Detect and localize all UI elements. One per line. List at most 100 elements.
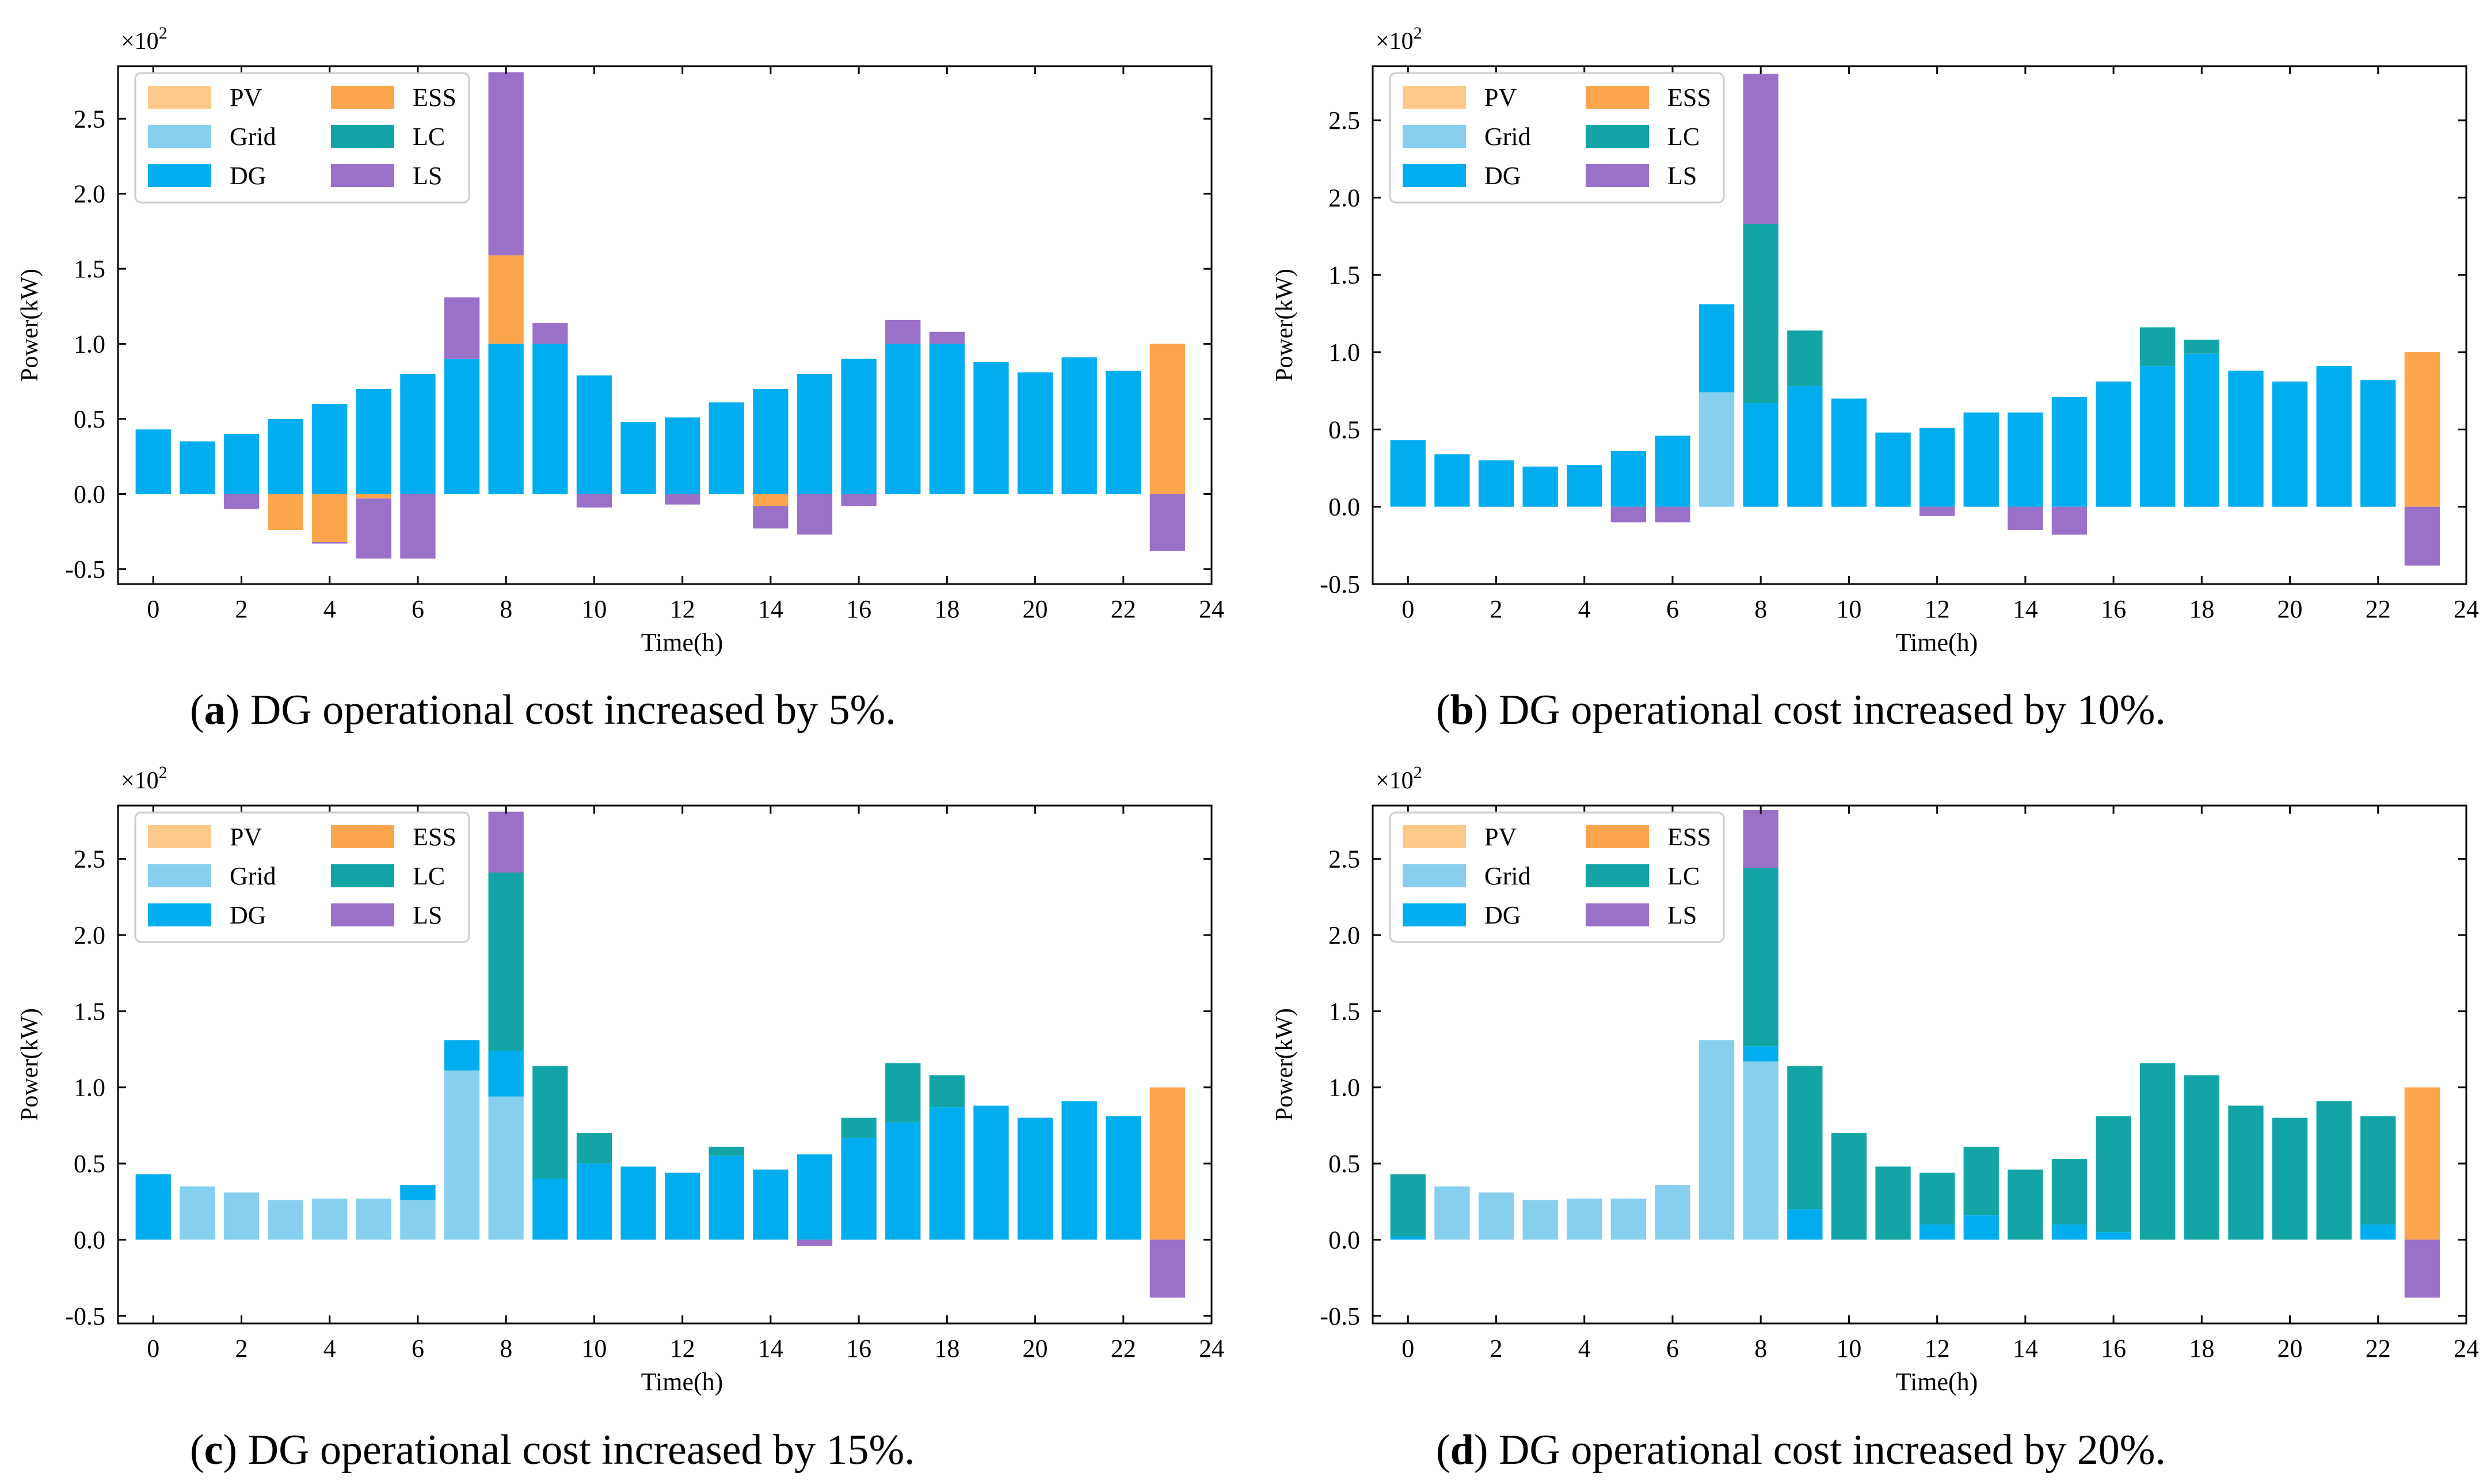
y-axis-label: Power(kW) — [1271, 269, 1298, 382]
x-axis-label: Time(h) — [641, 1368, 723, 1396]
y-tick-label: 2.5 — [74, 845, 105, 873]
x-tick-label: 24 — [2454, 1334, 2479, 1363]
x-tick-label: 10 — [581, 595, 607, 623]
x-tick-label: 14 — [2013, 595, 2038, 623]
legend: PV Grid DG ESS LC LS — [1389, 811, 1725, 943]
legend-swatch-pv — [1403, 86, 1466, 109]
legend-label-dg: DG — [1484, 901, 1521, 929]
bar-dg-h9 — [1787, 386, 1823, 507]
y-multiplier-exponent: 2 — [1414, 24, 1422, 43]
bar-dg-h21 — [1061, 1101, 1097, 1240]
y-tick-label: -0.5 — [65, 1302, 105, 1330]
bar-ess-h23 — [2404, 352, 2440, 507]
bar-dg-h12 — [1919, 1224, 1955, 1240]
bar-dg-h0 — [135, 429, 171, 494]
bar-ls-h23 — [2404, 1239, 2440, 1298]
x-tick-label: 14 — [2013, 1334, 2038, 1363]
bar-lc-h13 — [709, 1146, 744, 1156]
bar-lc-h14 — [2008, 1169, 2043, 1240]
bar-dg-h1 — [180, 441, 215, 494]
bar-dg-h9 — [532, 344, 568, 494]
bar-dg-h16 — [841, 358, 877, 494]
bar-dg-h16 — [2096, 1232, 2131, 1240]
legend-swatch-grid — [148, 125, 211, 148]
y-tick-label: -0.5 — [1320, 570, 1360, 598]
bar-dg-h11 — [1875, 432, 1911, 507]
bar-ls-h9 — [532, 323, 568, 344]
x-tick-label: 20 — [1023, 595, 1048, 623]
bar-lc-h17 — [885, 1063, 921, 1123]
caption-a: (a) DG operational cost increased by 5%. — [190, 686, 896, 734]
x-tick-label: 6 — [412, 595, 424, 623]
bar-dg-h19 — [973, 361, 1009, 494]
bar-ess-h5 — [356, 494, 391, 499]
legend-label-lc: LC — [413, 862, 445, 890]
legend-swatch-dg — [1403, 903, 1466, 926]
bar-ls-h7 — [444, 297, 480, 359]
x-tick-label: 12 — [670, 595, 695, 623]
legend-swatch-ess — [1586, 86, 1649, 109]
x-tick-label: 18 — [934, 595, 959, 623]
x-axis-label: Time(h) — [1896, 1368, 1978, 1396]
legend-swatch-ess — [1586, 825, 1649, 848]
bar-ls-h15 — [2051, 506, 2088, 535]
bar-lc-h19 — [2228, 1105, 2264, 1240]
y-tick-label: 0.0 — [1328, 1226, 1360, 1254]
caption-b: (b) DG operational cost increased by 10%… — [1436, 686, 2166, 734]
bar-dg-h8 — [1743, 1046, 1778, 1062]
bar-dg-h16 — [2096, 382, 2131, 507]
bar-dg-h19 — [973, 1105, 1009, 1240]
legend-swatch-grid — [1403, 125, 1466, 148]
y-tick-label: 2.0 — [74, 180, 105, 208]
x-tick-label: 2 — [235, 595, 248, 623]
legend-label-grid: Grid — [230, 123, 276, 151]
bar-dg-h10 — [1831, 398, 1867, 507]
bar-dg-h21 — [1061, 357, 1097, 494]
x-tick-label: 14 — [758, 1334, 783, 1363]
bar-ess-h4 — [312, 494, 348, 542]
legend-swatch-dg — [148, 903, 211, 926]
y-tick-label: 2.5 — [1328, 845, 1360, 873]
x-tick-label: 4 — [323, 595, 336, 623]
bar-dg-h14 — [753, 1169, 789, 1240]
bar-dg-h5 — [1610, 451, 1646, 507]
bar-lc-h17 — [2140, 1063, 2176, 1240]
y-tick-label: 1.0 — [74, 1074, 105, 1102]
bar-ls-h15 — [797, 1239, 833, 1246]
bar-dg-h20 — [1017, 372, 1053, 494]
bar-ls-h14 — [753, 506, 789, 529]
legend-label-grid: Grid — [230, 862, 276, 890]
bar-ls-h5 — [356, 498, 391, 559]
bar-grid-h5 — [1610, 1198, 1646, 1240]
y-tick-label: 1.5 — [1328, 997, 1360, 1025]
bar-dg-h22 — [2360, 380, 2396, 507]
bar-lc-h8 — [1743, 868, 1778, 1047]
y-tick-label: 1.5 — [1328, 261, 1360, 289]
bar-dg-h17 — [2140, 366, 2176, 507]
x-tick-label: 22 — [1111, 1334, 1136, 1363]
bar-grid-h4 — [1567, 1198, 1602, 1240]
legend-label-pv: PV — [1484, 83, 1517, 112]
y-tick-label: -0.5 — [65, 555, 105, 583]
bar-dg-h14 — [2008, 412, 2043, 507]
bar-dg-h13 — [709, 402, 744, 494]
chart-panel-c: 0 2 4 6 8 10 12 14 16 18 20 22 24-0.50.00.51.01.52.0… — [17, 763, 1224, 1396]
legend: PV Grid DG ESS LC LS — [134, 72, 470, 204]
bar-dg-h17 — [885, 1122, 921, 1240]
bar-grid-h1 — [180, 1186, 215, 1240]
x-tick-label: 8 — [500, 595, 512, 623]
bar-lc-h9 — [1787, 330, 1823, 387]
bar-dg-h15 — [797, 1154, 833, 1240]
legend-swatch-grid — [148, 864, 211, 887]
x-tick-label: 10 — [1836, 1334, 1861, 1363]
bar-dg-h2 — [223, 434, 260, 494]
y-tick-label: 1.5 — [74, 255, 105, 283]
x-tick-label: 10 — [1836, 595, 1861, 623]
x-tick-label: 16 — [846, 1334, 871, 1363]
x-tick-label: 20 — [1023, 1334, 1048, 1363]
x-tick-label: 18 — [2189, 595, 2214, 623]
legend-swatch-grid — [1403, 864, 1466, 887]
bar-dg-h5 — [356, 388, 391, 494]
legend-label-ls: LS — [413, 901, 442, 929]
